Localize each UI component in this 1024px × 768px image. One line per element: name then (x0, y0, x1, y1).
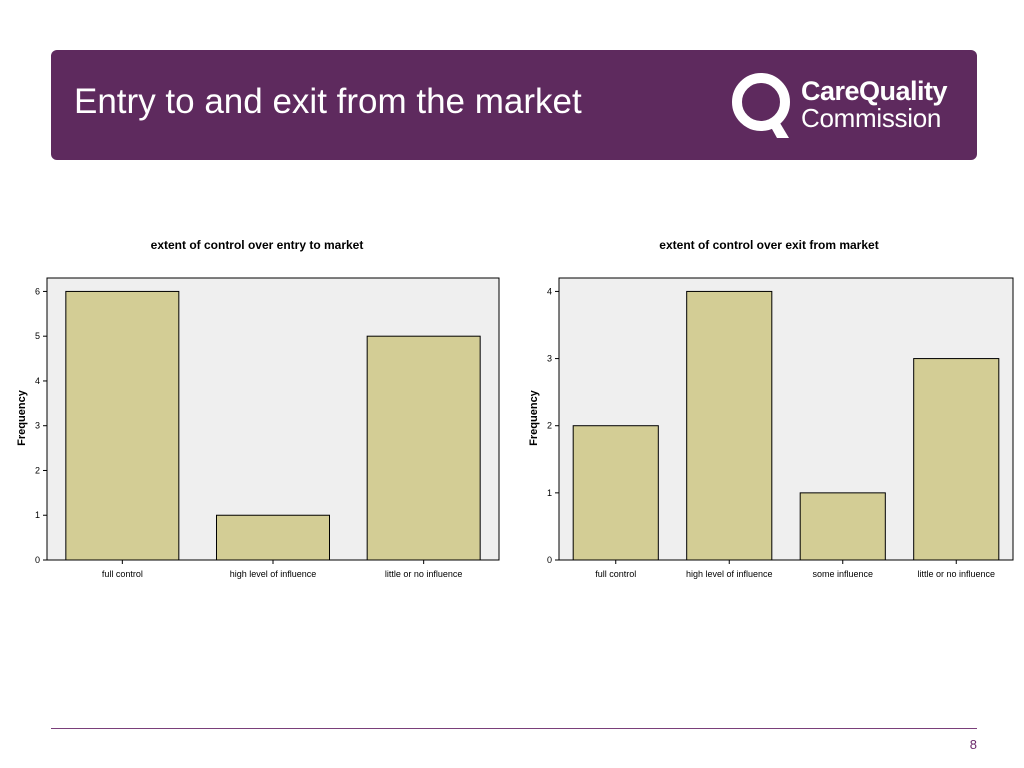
bar-1 (65, 290, 180, 561)
y-tick-label: 5 (35, 331, 40, 341)
chart-2: extent of control over exit from market 0… (528, 238, 1014, 579)
y-tick-label: 1 (547, 488, 552, 498)
footer-divider (51, 728, 977, 729)
x-tick-label: little or no influence (917, 569, 995, 579)
cqc-logo: CareQuality Commission (731, 70, 961, 142)
bar-3 (799, 492, 886, 561)
cqc-q-logo-icon (732, 73, 790, 138)
title-banner: Entry to and exit from the market CareQu… (51, 50, 977, 160)
y-tick-label: 6 (35, 286, 40, 296)
x-tick-label: little or no influence (385, 569, 463, 579)
y-tick-label: 2 (35, 465, 40, 475)
y-tick-label: 2 (547, 421, 552, 431)
chart-1: extent of control over entry to market 0 1… (16, 238, 500, 579)
bar-3 (366, 335, 481, 561)
y-tick-label: 0 (547, 555, 552, 565)
chart-title: extent of control over exit from market (659, 238, 878, 252)
brand-name-line1: CareQuality (801, 76, 948, 106)
x-tick-label: high level of influence (686, 569, 773, 579)
y-tick-label: 4 (547, 286, 552, 296)
y-tick-label: 1 (35, 510, 40, 520)
y-tick-label: 0 (35, 555, 40, 565)
bar-2 (686, 290, 773, 561)
y-axis-label: Frequency (16, 389, 28, 446)
y-tick-label: 3 (35, 421, 40, 431)
bar-4 (913, 358, 1000, 561)
x-tick-label: some influence (812, 569, 873, 579)
x-tick-label: high level of influence (230, 569, 317, 579)
y-tick-label: 4 (35, 376, 40, 386)
chart-title: extent of control over entry to market (151, 238, 364, 252)
bar-1 (572, 425, 659, 561)
slide-title: Entry to and exit from the market (74, 82, 582, 121)
brand-name-line2: Commission (801, 103, 942, 133)
x-tick-label: full control (102, 569, 143, 579)
y-tick-label: 3 (547, 354, 552, 364)
y-axis-label: Frequency (528, 389, 540, 446)
x-tick-label: full control (595, 569, 636, 579)
bar-2 (216, 514, 330, 561)
page-number: 8 (969, 737, 977, 752)
